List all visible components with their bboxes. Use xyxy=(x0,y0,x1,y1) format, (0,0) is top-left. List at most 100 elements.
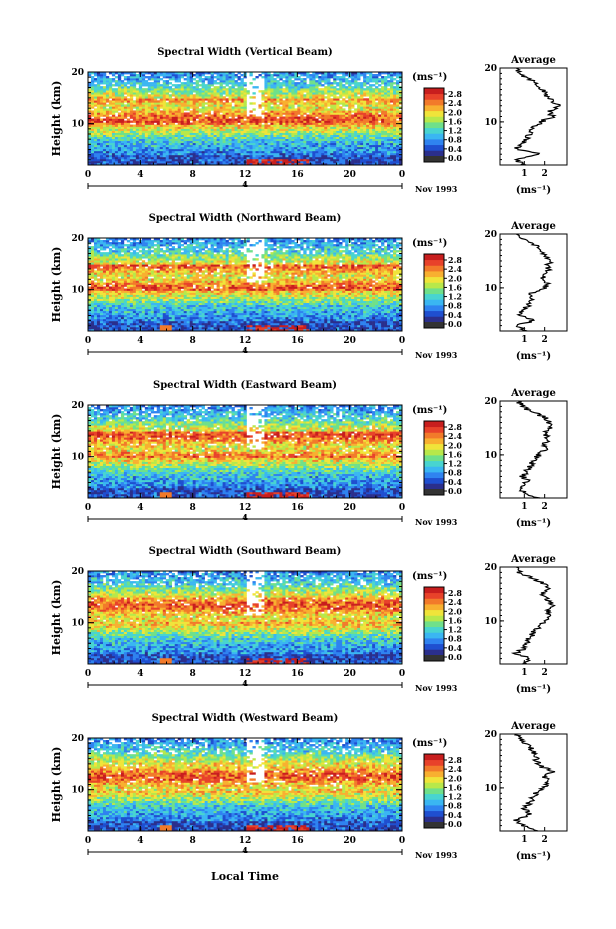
heatmap-cell xyxy=(210,150,214,154)
heatmap-cell xyxy=(165,140,170,144)
heatmap-cell xyxy=(156,128,161,131)
heatmap-cell xyxy=(294,152,298,156)
heatmap-cell xyxy=(192,110,196,113)
heatmap-cell xyxy=(378,78,382,81)
heatmap-cell xyxy=(207,78,211,81)
heatmap-cell xyxy=(399,156,403,160)
heatmap-cell xyxy=(333,74,337,77)
heatmap-cell xyxy=(219,158,223,162)
heatmap-cell xyxy=(339,130,343,133)
heatmap-cell xyxy=(147,98,152,101)
heatmap-cell xyxy=(336,162,340,166)
heatmap-cell xyxy=(390,160,394,164)
heatmap-cell xyxy=(207,72,211,75)
heatmap-cell xyxy=(123,100,128,103)
heatmap-cell xyxy=(195,84,199,87)
heatmap-cell xyxy=(279,154,283,158)
heatmap-cell xyxy=(198,74,202,77)
heatmap-cell xyxy=(246,148,250,152)
heatmap-cell xyxy=(192,100,196,103)
heatmap-cell xyxy=(213,108,217,111)
heatmap-cell xyxy=(120,150,125,154)
heatmap-cell xyxy=(390,122,394,125)
heatmap-cell xyxy=(132,80,137,83)
heatmap-cell xyxy=(288,96,292,99)
heatmap-cell xyxy=(399,146,403,150)
heatmap-cell xyxy=(96,140,101,144)
heatmap-cell xyxy=(324,130,328,133)
heatmap-cell xyxy=(318,132,322,135)
heatmap-cell xyxy=(369,326,373,330)
heatmap-cell xyxy=(165,108,170,111)
heatmap-cell xyxy=(270,110,274,113)
heatmap-cell xyxy=(102,108,107,111)
heatmap-cell xyxy=(120,156,125,160)
heatmap-cell xyxy=(240,136,244,140)
heatmap-cell xyxy=(369,78,373,81)
heatmap-cells xyxy=(88,72,403,166)
heatmap-cell xyxy=(225,162,229,166)
heatmap-cell xyxy=(345,128,349,131)
heatmap-cell xyxy=(198,116,202,119)
heatmap-cell xyxy=(231,324,235,328)
heatmap-cell xyxy=(243,112,247,115)
heatmap-cell xyxy=(279,72,283,75)
heatmap-cell xyxy=(222,144,226,148)
heatmap-cell xyxy=(177,126,181,129)
heatmap-cell xyxy=(195,104,199,107)
heatmap-cell xyxy=(360,144,364,148)
heatmap-cell xyxy=(348,124,352,127)
heatmap-cell xyxy=(294,154,298,158)
heatmap-cell xyxy=(285,100,289,103)
heatmap-cell xyxy=(183,326,187,330)
heatmap-cell xyxy=(300,100,304,103)
heatmap-cell xyxy=(219,72,223,75)
heatmap-cell xyxy=(282,72,286,75)
heatmap-cell xyxy=(249,152,253,156)
heatmap-cell xyxy=(192,148,196,152)
heatmap-cell xyxy=(273,118,277,121)
heatmap-cell xyxy=(366,110,370,113)
heatmap-cell xyxy=(345,146,349,150)
heatmap-cell xyxy=(141,94,146,97)
heatmap-cell xyxy=(88,74,92,77)
heatmap-cell xyxy=(165,148,170,152)
heatmap-cell xyxy=(240,116,244,119)
heatmap-cell xyxy=(231,326,235,330)
heatmap-cell xyxy=(393,146,397,150)
heatmap-cell xyxy=(267,100,271,103)
heatmap-cell xyxy=(276,74,280,77)
heatmap-cell xyxy=(270,108,274,111)
heatmap-cell xyxy=(132,114,137,117)
heatmap-cell xyxy=(255,328,259,332)
heatmap-cell xyxy=(342,162,346,166)
heatmap-cell xyxy=(219,132,223,135)
heatmap-cell xyxy=(189,160,193,164)
heatmap-cell xyxy=(180,322,184,326)
heatmap-cell xyxy=(321,156,325,160)
heatmap-cell xyxy=(228,324,232,328)
heatmap-cell xyxy=(189,118,193,121)
heatmap-cell xyxy=(291,136,295,140)
heatmap-cell xyxy=(126,98,131,101)
heatmap-cell xyxy=(345,158,349,162)
heatmap-cell xyxy=(153,84,158,87)
heatmap-cell xyxy=(351,150,355,154)
heatmap-cell xyxy=(150,140,155,144)
heatmap-cell xyxy=(183,92,187,95)
heatmap-cell xyxy=(153,124,158,127)
heatmap-cell xyxy=(171,328,176,332)
heatmap-cell xyxy=(342,122,346,125)
heatmap-cell xyxy=(309,116,313,119)
heatmap-cell xyxy=(339,106,343,109)
heatmap-cell xyxy=(99,150,104,154)
heatmap-cell xyxy=(120,84,125,87)
heatmap-cell xyxy=(96,104,101,107)
heatmap-cell xyxy=(336,136,340,140)
heatmap-cell xyxy=(174,84,179,87)
heatmap-cell xyxy=(225,106,229,109)
heatmap-cell xyxy=(321,328,325,332)
heatmap-cell xyxy=(291,134,295,137)
heatmap-cell xyxy=(351,156,355,160)
heatmap-cell xyxy=(129,130,134,133)
